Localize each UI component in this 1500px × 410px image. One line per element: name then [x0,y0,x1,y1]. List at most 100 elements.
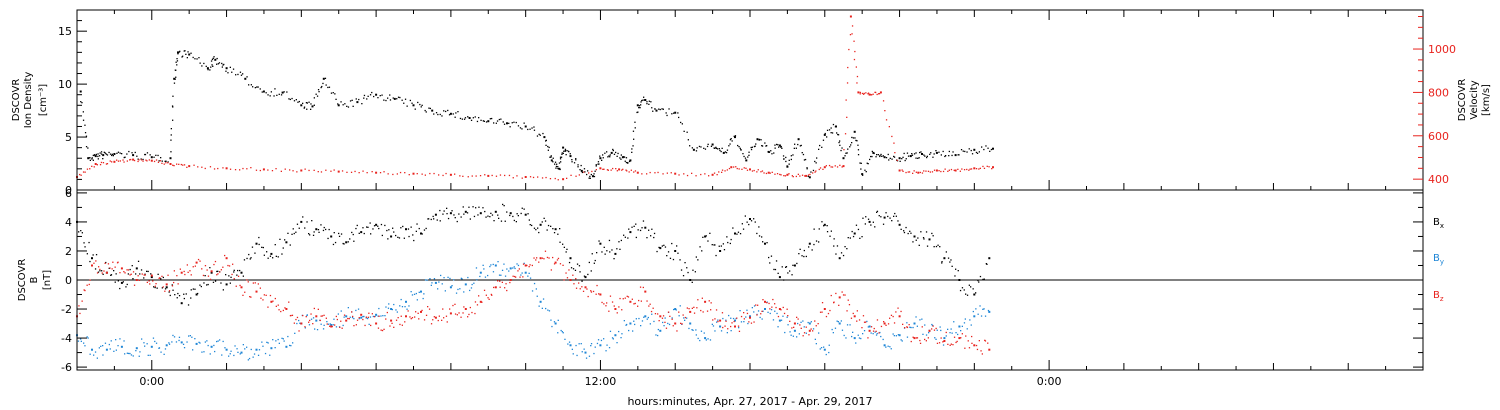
noise-dot-bz [341,327,343,329]
noise-dot-bz [293,322,295,324]
noise-dot-bz [173,270,175,272]
data-point-by [135,347,138,350]
noise-dot-bz [848,304,851,306]
noise-dot-by [357,308,360,310]
noise-dot-ion-density [870,155,872,158]
data-point-bz [255,290,258,293]
noise-dot-ion-density [715,146,717,148]
data-point-by [614,334,617,337]
noise-dot-ion-density [325,84,327,86]
data-point-velocity [487,174,490,177]
noise-dot-velocity [846,116,848,118]
noise-dot-bz [980,350,982,352]
noise-dot-ion-density [668,108,670,110]
noise-dot-by [489,265,491,268]
noise-dot-velocity [854,50,856,53]
data-point-bx [719,250,722,252]
noise-dot-ion-density [134,151,136,154]
noise-dot-by [500,274,502,276]
noise-dot-by [915,316,917,318]
noise-dot-ion-density [459,117,462,120]
noise-dot-bx [808,246,810,248]
noise-dot-by [119,338,121,340]
noise-dot-by [201,351,203,353]
noise-dot-by [108,343,110,346]
noise-dot-velocity [566,177,568,179]
noise-dot-bz [308,321,310,323]
noise-dot-ion-density [559,168,561,171]
noise-dot-by [987,309,990,312]
noise-dot-bx [207,283,209,286]
noise-dot-ion-density [283,91,285,93]
noise-dot-ion-density [383,99,385,101]
noise-dot-bx [679,259,681,261]
noise-dot-velocity [763,172,765,174]
noise-dot-ion-density [463,118,466,120]
noise-dot-bz [949,344,951,346]
data-point-bx [644,226,647,229]
noise-dot-bx [603,246,605,248]
noise-dot-by [786,316,788,318]
noise-dot-ion-density [797,143,799,146]
noise-dot-bz [830,294,832,297]
noise-dot-by [351,316,354,319]
noise-dot-bz [965,335,967,337]
noise-dot-bx [563,246,565,248]
noise-dot-bx [242,275,244,277]
noise-dot-bx [517,215,519,217]
noise-dot-ion-density [491,117,493,120]
noise-dot-velocity [915,171,917,173]
data-point-bz [659,315,662,318]
noise-dot-bz [664,321,666,323]
noise-dot-by [774,310,776,312]
noise-dot-by [401,306,404,308]
noise-dot-ion-density [167,161,169,163]
noise-dot-bz [693,312,696,314]
noise-dot-bz [95,260,97,262]
noise-dot-bx [570,267,573,269]
noise-dot-velocity [783,175,785,177]
noise-dot-ion-density [328,86,331,88]
noise-dot-by [686,317,688,319]
noise-dot-bz [173,281,175,284]
noise-dot-by [759,316,761,319]
data-point-bx [943,257,946,260]
noise-dot-ion-density [800,144,802,147]
noise-dot-bz [893,322,896,324]
noise-dot-by [912,326,914,329]
noise-dot-bz [873,327,875,330]
noise-dot-ion-density [216,57,218,60]
noise-dot-velocity [815,170,817,172]
noise-dot-by [852,331,854,333]
noise-dot-ion-density [377,97,379,99]
noise-dot-bz [775,306,777,309]
data-point-ion-density [150,156,153,159]
noise-dot-bx [412,234,414,236]
noise-dot-bx [955,268,957,270]
noise-dot-ion-density [887,153,889,156]
noise-dot-by [823,346,825,348]
noise-dot-bx [529,224,531,226]
noise-dot-ion-density [773,152,775,154]
noise-dot-by [640,325,642,327]
noise-dot-bx [400,227,402,229]
noise-dot-ion-density [559,158,562,160]
data-point-bx [853,232,856,235]
noise-dot-by [513,266,515,268]
noise-dot-by [115,339,117,341]
noise-dot-bz [987,342,989,344]
noise-dot-bz [622,298,624,300]
data-point-ion-density [569,155,572,158]
noise-dot-bz [710,309,712,311]
noise-dot-by [626,323,628,326]
data-point-velocity [868,93,871,96]
noise-dot-velocity [133,159,136,162]
noise-dot-bx [520,212,522,215]
noise-dot-velocity [621,169,623,171]
noise-dot-ion-density [303,107,305,109]
noise-dot-by [762,310,764,312]
noise-dot-velocity [978,168,980,170]
noise-dot-ion-density [983,148,985,151]
noise-dot-by [144,345,146,347]
noise-dot-ion-density [602,157,604,159]
